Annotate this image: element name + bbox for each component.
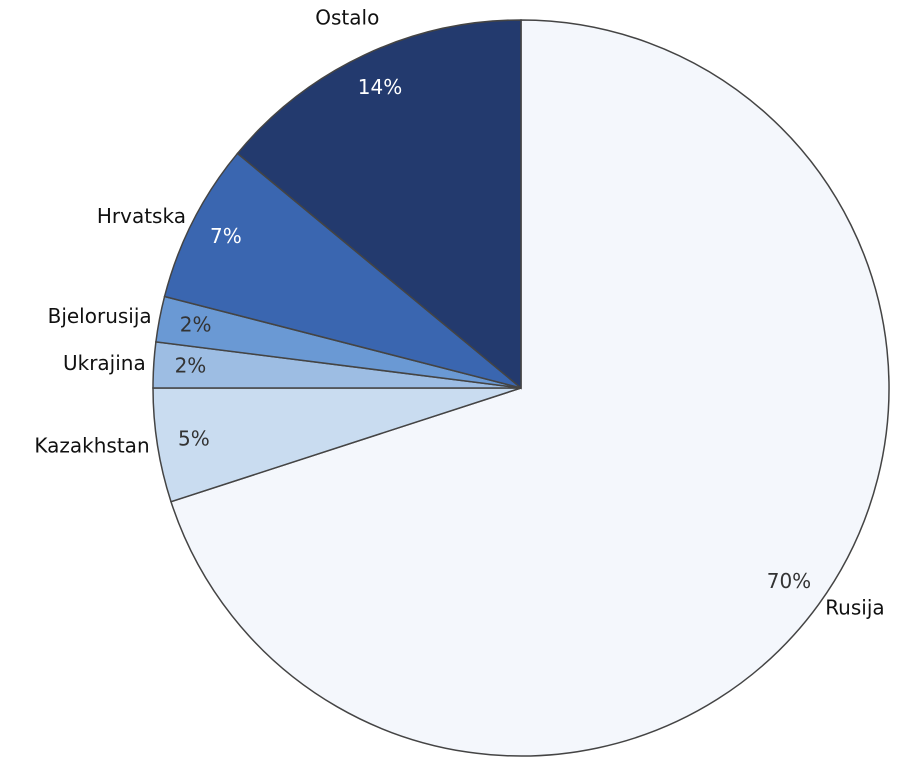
value-label: 2% bbox=[180, 312, 212, 336]
value-label: 14% bbox=[358, 75, 402, 99]
value-label: 2% bbox=[175, 354, 207, 378]
pie-slice bbox=[236, 19, 522, 390]
category-label: Rusija bbox=[825, 596, 884, 620]
pie-slice bbox=[170, 19, 890, 757]
category-label: Bjelorusija bbox=[48, 304, 152, 328]
value-label: 70% bbox=[767, 569, 811, 593]
value-label: 7% bbox=[210, 224, 242, 248]
value-label: 5% bbox=[178, 426, 210, 450]
pie-slice bbox=[163, 152, 522, 389]
category-label: Hrvatska bbox=[97, 204, 186, 228]
category-label: Ostalo bbox=[315, 5, 379, 29]
category-label: Ukrajina bbox=[63, 351, 146, 375]
category-label: Kazakhstan bbox=[34, 433, 149, 457]
